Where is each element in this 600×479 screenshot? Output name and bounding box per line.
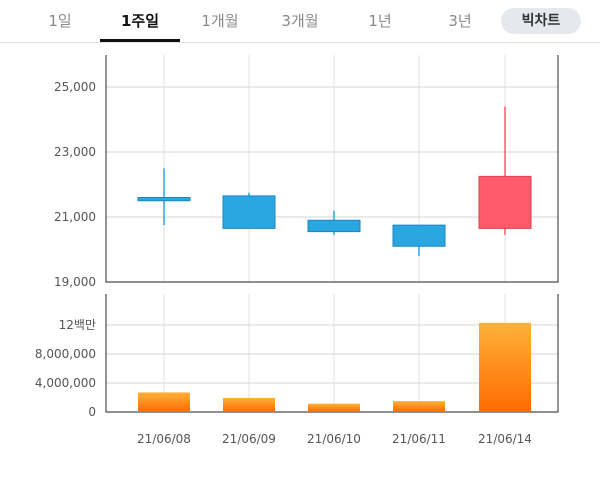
date-tick-label: 21/06/10 bbox=[307, 432, 361, 446]
period-tabs: 1일 1주일 1개월 3개월 1년 3년 빅차트 bbox=[0, 0, 600, 43]
tab-1-month[interactable]: 1개월 bbox=[201, 12, 239, 30]
price-tick-label: 25,000 bbox=[54, 80, 96, 94]
date-tick-label: 21/06/14 bbox=[478, 432, 532, 446]
tab-1-week[interactable]: 1주일 bbox=[120, 12, 160, 30]
price-tick-label: 21,000 bbox=[54, 210, 96, 224]
date-tick-label: 21/06/11 bbox=[392, 432, 446, 446]
price-tick-label: 19,000 bbox=[54, 275, 96, 289]
volume-tick-label: 8,000,000 bbox=[35, 347, 96, 361]
volume-tick-label: 4,000,000 bbox=[35, 376, 96, 390]
volume-bar bbox=[223, 397, 275, 412]
date-tick-label: 21/06/08 bbox=[137, 432, 191, 446]
tab-3-months[interactable]: 3개월 bbox=[281, 12, 319, 30]
volume-bar bbox=[308, 403, 360, 412]
volume-bar bbox=[479, 322, 531, 412]
tab-1-day[interactable]: 1일 bbox=[48, 12, 72, 30]
volume-bar bbox=[138, 392, 190, 412]
candle-body bbox=[307, 219, 361, 233]
date-tick-label: 21/06/09 bbox=[222, 432, 276, 446]
volume-bar bbox=[393, 401, 445, 412]
tab-3-years[interactable]: 3년 bbox=[448, 12, 472, 30]
candle-body bbox=[478, 175, 532, 229]
tab-1-year[interactable]: 1년 bbox=[368, 12, 392, 30]
price-tick-label: 23,000 bbox=[54, 145, 96, 159]
candle-body bbox=[222, 195, 276, 229]
volume-tick-label: 12백만 bbox=[59, 318, 96, 332]
volume-tick-label: 0 bbox=[88, 405, 96, 419]
candle-body bbox=[137, 197, 191, 202]
big-chart-button[interactable]: 빅차트 bbox=[501, 8, 581, 34]
price-panel-frame bbox=[105, 55, 559, 283]
active-tab-underline bbox=[100, 39, 180, 42]
candle-body bbox=[392, 224, 446, 247]
